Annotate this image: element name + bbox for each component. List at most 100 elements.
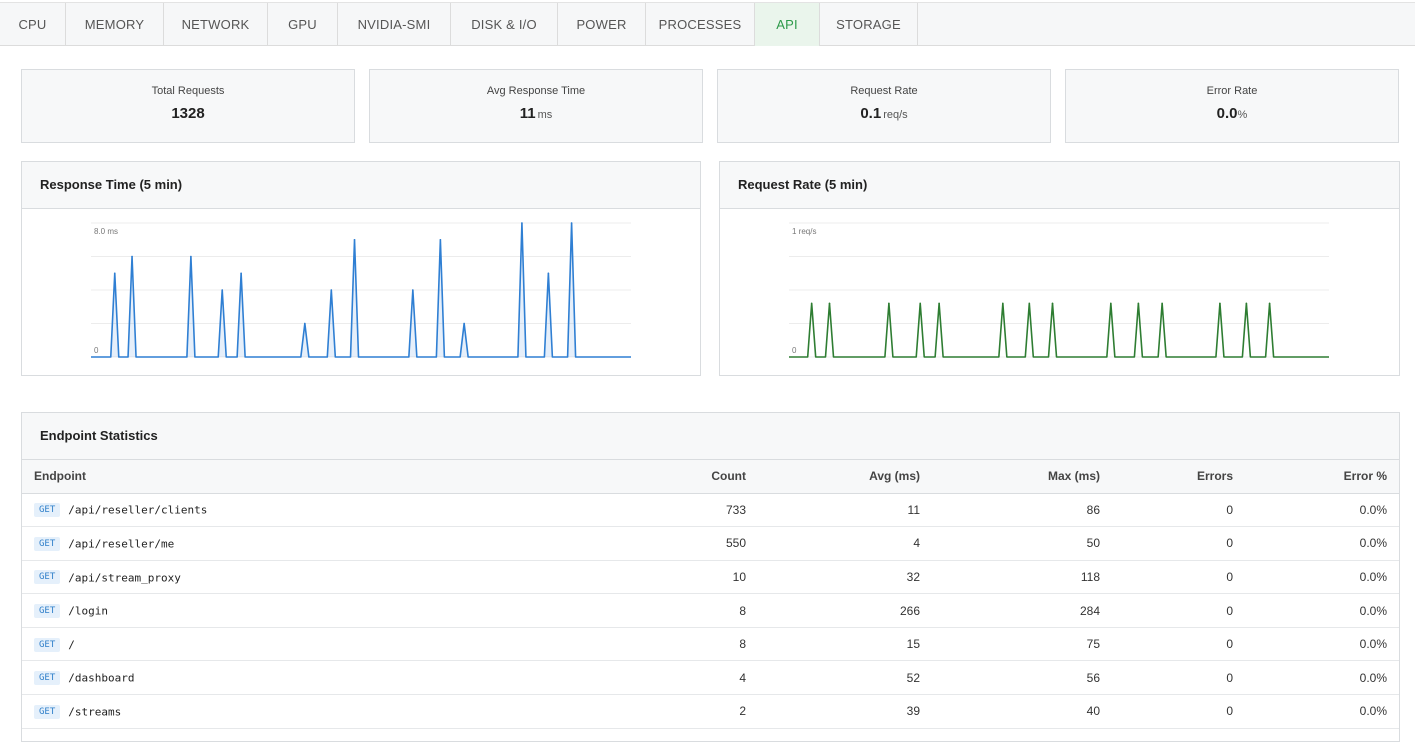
endpoint-table: Endpoint Count Avg (ms) Max (ms) Errors … [22,460,1399,729]
stat-value: 1328 [22,105,354,122]
data-point [412,289,414,291]
data-point [1268,302,1271,305]
col-count[interactable]: Count [542,460,746,494]
endpoint-cell: GET/login [22,593,542,628]
data-point [113,272,116,275]
stat-number: 1328 [171,105,205,122]
data-point [919,302,922,305]
stat-card-total-requests: Total Requests 1328 [21,69,355,143]
method-badge: GET [34,603,61,618]
error-pct-cell: 0.0% [1233,493,1399,528]
stat-label: Avg Response Time [486,85,586,97]
method-badge: GET [34,704,61,719]
request-rate-chart: 1 req/s 0 [789,222,1329,358]
data-point [1028,302,1031,305]
max-cell: 118 [920,560,1100,595]
data-point [439,238,442,241]
tab-nvidia-smi[interactable]: NVIDIA-SMI [338,3,451,46]
panel-title: Response Time (5 min) [22,162,700,209]
avg-cell: 39 [746,694,920,729]
stat-value: 0.1 req/s [718,105,1050,122]
series-line [789,302,1329,358]
method-badge: GET [34,671,61,686]
data-point [1219,302,1221,305]
series-line [91,222,631,358]
data-point [888,302,890,305]
tab-bar: CPU MEMORY NETWORK GPU NVIDIA-SMI DISK &… [0,2,1415,46]
max-cell: 50 [920,526,1100,561]
errors-cell: 0 [1100,627,1233,662]
tab-network[interactable]: NETWORK [164,3,268,46]
endpoint-path: /api/reseller/me [68,537,175,551]
col-endpoint[interactable]: Endpoint [22,460,542,494]
endpoint-cell: GET/streams [22,694,542,729]
stat-unit: % [1237,109,1248,121]
max-cell: 86 [920,493,1100,528]
stat-label: Error Rate [1206,85,1258,97]
max-cell: 284 [920,593,1100,628]
stat-card-error-rate: Error Rate 0.0% [1065,69,1399,143]
endpoint-path: / [68,638,75,652]
count-cell: 733 [542,493,746,528]
tab-api[interactable]: API [755,3,820,46]
data-point [240,272,242,275]
tab-disk-io[interactable]: DISK & I/O [451,3,558,46]
col-error-pct[interactable]: Error % [1233,460,1399,494]
stat-card-request-rate: Request Rate 0.1 req/s [717,69,1051,143]
panel-title: Request Rate (5 min) [720,162,1399,209]
col-max[interactable]: Max (ms) [920,460,1100,494]
response-time-panel: Response Time (5 min) 8.0 ms 0 [21,161,701,376]
stat-card-avg-response-time: Avg Response Time 11 ms [369,69,703,143]
series-area [91,223,631,357]
data-point [1110,302,1112,305]
errors-cell: 0 [1100,560,1233,595]
endpoint-cell: GET/dashboard [22,660,542,696]
table-row: GET/api/reseller/clients 733 11 86 0 0.0… [22,493,1399,528]
error-pct-cell: 0.0% [1233,694,1399,729]
tab-gpu[interactable]: GPU [268,3,338,46]
errors-cell: 0 [1100,694,1233,729]
endpoint-path: /login [68,604,109,618]
data-point [330,289,333,291]
data-point [810,302,813,305]
count-cell: 8 [542,627,746,662]
tab-memory[interactable]: MEMORY [66,3,164,46]
tab-storage[interactable]: STORAGE [820,3,918,46]
count-cell: 4 [542,660,746,696]
data-point [828,302,831,305]
error-pct-cell: 0.0% [1233,526,1399,561]
errors-cell: 0 [1100,593,1233,628]
method-badge: GET [34,503,61,518]
method-badge: GET [34,570,61,585]
avg-cell: 4 [746,526,920,561]
data-point [131,255,133,258]
y-min-label: 0 [94,346,99,355]
error-pct-cell: 0.0% [1233,660,1399,696]
request-rate-panel: Request Rate (5 min) 1 req/s 0 [719,161,1400,376]
stat-label: Total Requests [151,85,225,97]
errors-cell: 0 [1100,660,1233,696]
count-cell: 550 [542,526,746,561]
col-errors[interactable]: Errors [1100,460,1233,494]
avg-cell: 32 [746,560,920,595]
avg-cell: 11 [746,493,920,528]
tab-power[interactable]: POWER [558,3,646,46]
data-point [1137,302,1140,305]
error-pct-cell: 0.0% [1233,560,1399,595]
tab-cpu[interactable]: CPU [0,3,66,46]
avg-cell: 15 [746,627,920,662]
stat-number: 11 [519,105,536,122]
stat-unit: ms [537,109,553,121]
y-min-label: 0 [792,346,797,355]
tab-processes[interactable]: PROCESSES [646,3,755,46]
error-pct-cell: 0.0% [1233,593,1399,628]
endpoint-path: /dashboard [68,671,135,685]
max-cell: 40 [920,694,1100,729]
avg-cell: 266 [746,593,920,628]
stat-number: 0.0 [1216,105,1238,122]
errors-cell: 0 [1100,493,1233,528]
data-point [521,222,523,224]
col-avg[interactable]: Avg (ms) [746,460,920,494]
endpoint-cell: GET/api/reseller/clients [22,493,542,528]
stat-number: 0.1 [860,105,882,122]
